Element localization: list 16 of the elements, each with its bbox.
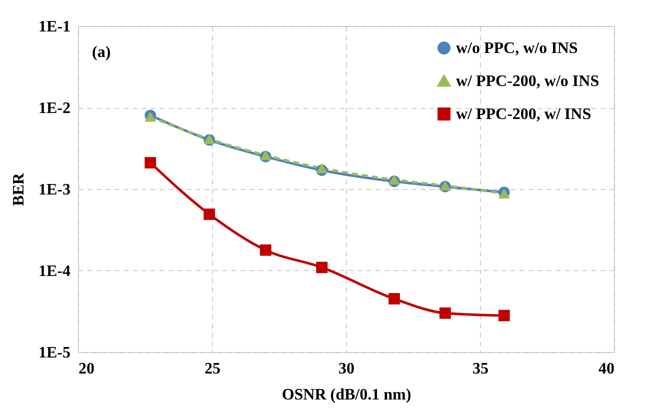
legend-label: w/ PPC-200, w/ INS <box>456 106 592 123</box>
annotation: (a) <box>92 44 111 61</box>
x-tick-label: 20 <box>78 360 94 378</box>
x-tick-label: 40 <box>598 360 614 378</box>
y-tick-label: 1E-1 <box>38 18 70 36</box>
x-axis-title: OSNR (dB/0.1 nm) <box>282 386 412 404</box>
legend-label: w/o PPC, w/o INS <box>456 40 578 57</box>
y-tick-label: 1E-5 <box>38 344 70 362</box>
y-tick-label: 1E-4 <box>38 263 70 280</box>
y-axis-title: BER <box>10 172 28 206</box>
x-tick-label: 35 <box>472 360 488 378</box>
x-tick-label: 30 <box>338 360 354 378</box>
y-tick-label: 1E-2 <box>38 100 70 117</box>
x-tick-label: 25 <box>204 360 220 378</box>
y-tick-label: 1E-3 <box>38 182 70 198</box>
legend-label: w/ PPC-200, w/o INS <box>456 73 600 90</box>
